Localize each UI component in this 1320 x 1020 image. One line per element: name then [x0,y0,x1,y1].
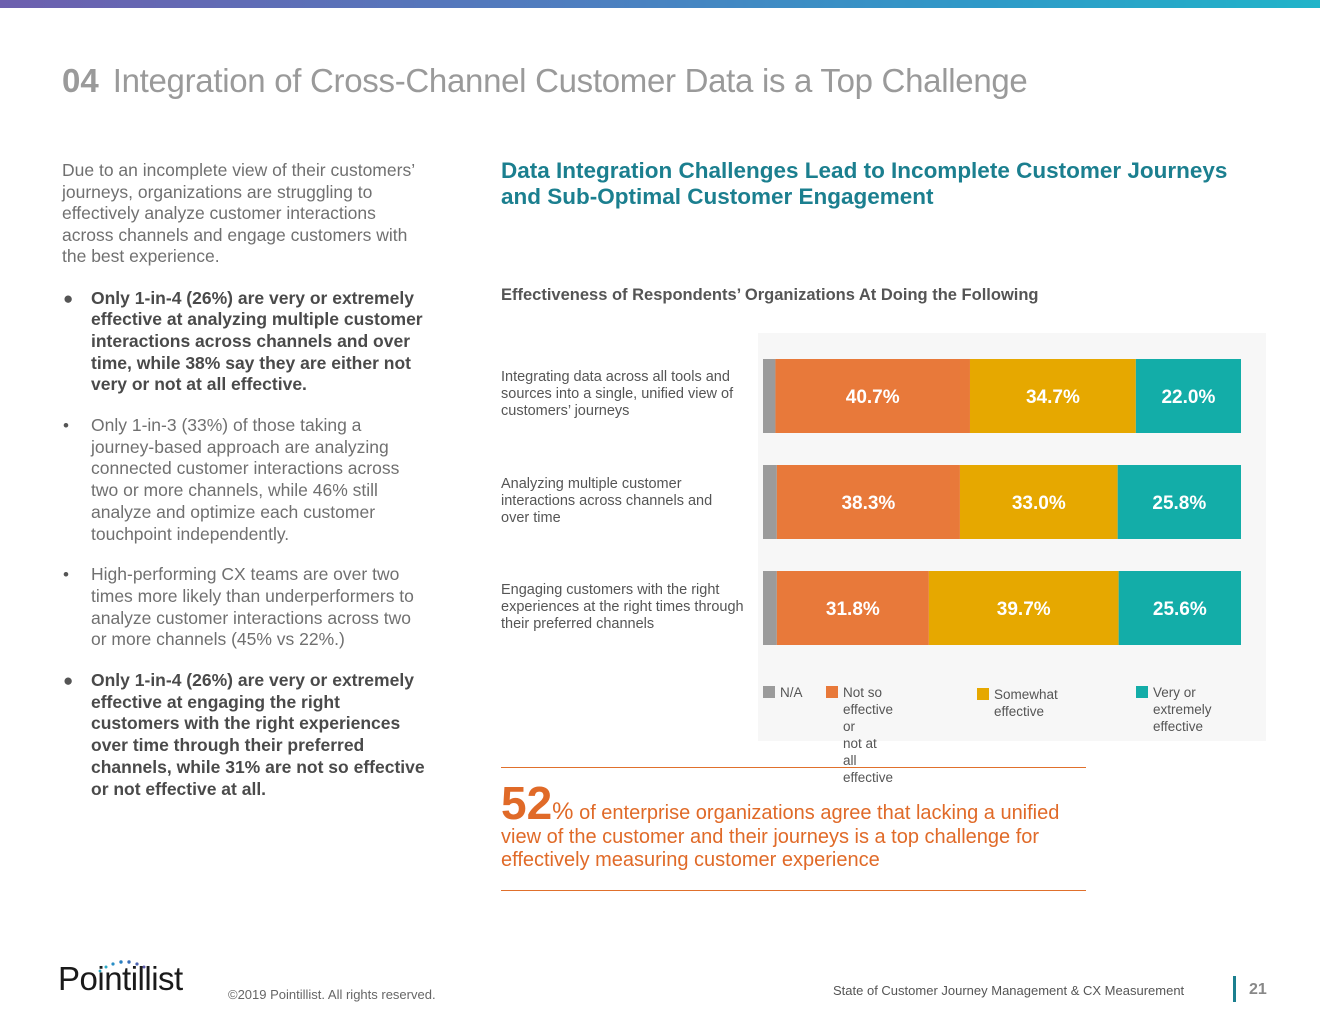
legend-swatch-not-effective [826,686,838,698]
legend-label-not-effective: Not so effective or not at all effective [843,685,894,785]
callout-big-number: 52 [501,777,553,829]
bullet-dot-icon: • [63,416,69,436]
bullet-item: • Only 1-in-3 (33%) of those taking a jou… [63,415,400,544]
copyright: ©2019 Pointillist. All rights reserved. [228,987,436,1002]
callout-percent-sign: % [552,798,574,825]
bullet-item: ● Only 1-in-4 (26%) are very or extremely… [63,287,423,395]
bar-segment-n-a-row-2 [763,465,777,539]
callout-bottom-rule [501,890,1086,891]
legend-label-somewhat: Somewhat effective [994,687,1058,719]
bar-segment-somewhat-effective-row-3 [928,571,1119,645]
bar-segment-somewhat-effective-row-2 [959,465,1118,539]
intro-paragraph: Due to an incomplete view of their custo… [62,160,415,266]
page-title: Integration of Cross-Channel Customer Da… [112,62,1028,99]
bullet-list: ● Only 1-in-4 (26%) are very or extremely… [62,288,427,801]
footer-separator [1233,976,1236,1002]
page-number: 21 [1249,981,1267,998]
bar-segment-not-so-effective-or-not-at-all-effective-row-3 [776,571,929,645]
legend-label-very-effective: Very or extremely effective [1153,685,1212,734]
callout-top-rule [501,767,1086,768]
bullet-dot-icon: ● [63,671,74,691]
bar-segment-somewhat-effective-row-1 [969,359,1136,433]
bar-value-label-not-so-effective-or-not-at-all-effective-row-3: 31.8% [826,599,880,620]
bar-segment-very-or-extremely-effective-row-3 [1118,571,1241,645]
legend-swatch-somewhat [977,688,989,700]
left-column: Due to an incomplete view of their custo… [62,160,427,819]
legend-swatch-na [763,686,775,698]
row-label-analyzing: Analyzing multiple customer interactions… [501,476,713,526]
chart-heading: Data Integration Challenges Lead to Inco… [501,158,1228,209]
row-label-engaging: Engaging customers with the right experi… [501,582,744,632]
pointillist-logo: Pointillist [58,960,183,997]
bar-segment-n-a-row-3 [763,571,777,645]
page-header: 04 Integration of Cross-Channel Customer … [62,62,1028,100]
report-title: State of Customer Journey Management & C… [833,983,1185,998]
bar-value-label-somewhat-effective-row-1: 34.7% [1026,387,1080,408]
bar-value-label-very-or-extremely-effective-row-2: 25.8% [1152,493,1206,514]
top-gradient-bar [0,0,1320,8]
bar-segment-not-so-effective-or-not-at-all-effective-row-2 [776,465,960,539]
section-number: 04 [62,62,99,99]
bar-value-label-not-so-effective-or-not-at-all-effective-row-1: 40.7% [846,387,900,408]
bar-segment-very-or-extremely-effective-row-1 [1135,359,1241,433]
bar-segment-not-so-effective-or-not-at-all-effective-row-1 [775,359,970,433]
bar-segment-n-a-row-1 [763,359,776,433]
bar-value-label-somewhat-effective-row-2: 33.0% [1012,493,1066,514]
logo-dots-icon [98,960,146,973]
bullet-item: ● Only 1-in-4 (26%) are very or extremely… [63,670,425,799]
bar-value-label-very-or-extremely-effective-row-3: 25.6% [1153,599,1207,620]
chart-subtitle: Effectiveness of Respondents’ Organizati… [501,286,1039,304]
row-label-integrating: Integrating data across all tools and so… [501,369,734,419]
bullet-dot-icon: • [63,565,69,585]
bar-value-label-very-or-extremely-effective-row-1: 22.0% [1161,387,1215,408]
bullet-dot-icon: ● [63,288,74,308]
bar-value-label-somewhat-effective-row-3: 39.7% [997,599,1051,620]
legend-label-na: N/A [780,685,803,700]
bar-segment-very-or-extremely-effective-row-2 [1117,465,1241,539]
callout-stat: 52% of enterprise organizations agree th… [501,780,1101,872]
bar-value-label-not-so-effective-or-not-at-all-effective-row-2: 38.3% [841,493,895,514]
callout-text: of enterprise organizations agree that l… [501,802,1060,871]
legend-swatch-very-effective [1136,686,1148,698]
bullet-item: • High-performing CX teams are over two t… [63,564,414,650]
